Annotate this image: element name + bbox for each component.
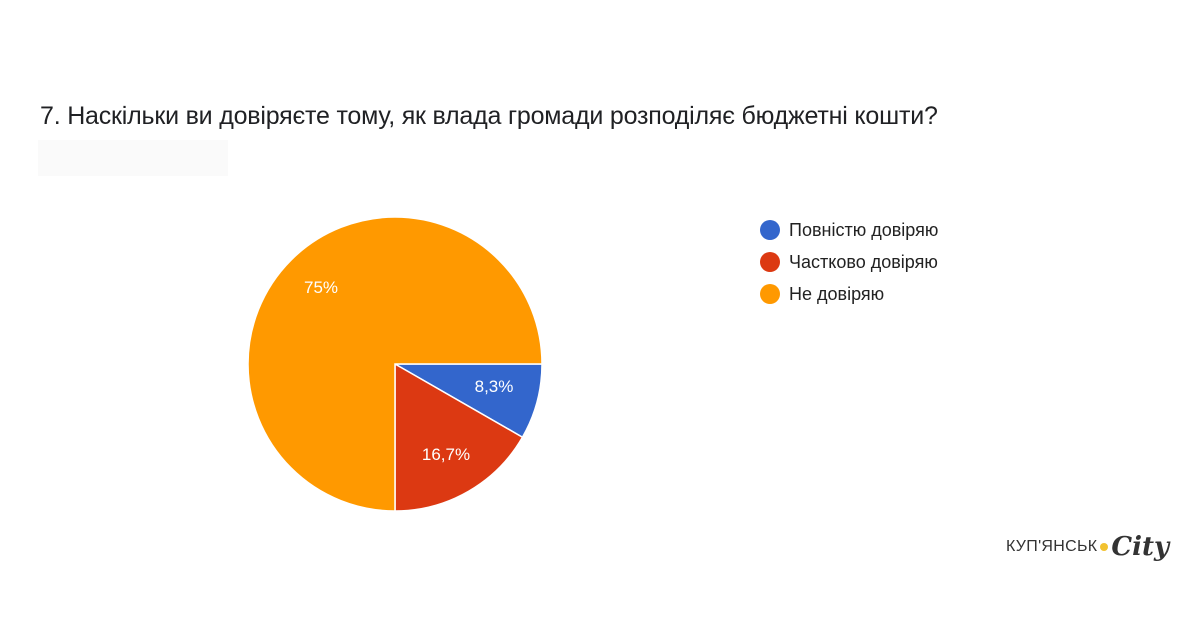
slice-label: 16,7% — [422, 445, 470, 464]
legend-item-partial-trust: Частково довіряю — [760, 246, 938, 278]
legend-item-full-trust: Повністю довіряю — [760, 214, 938, 246]
legend: Повністю довіряю Частково довіряю Не дов… — [760, 214, 938, 310]
legend-dot-icon — [760, 252, 780, 272]
legend-dot-icon — [760, 284, 780, 304]
logo-city: City — [1111, 532, 1170, 562]
title-underlay — [38, 140, 228, 176]
legend-label: Частково довіряю — [789, 251, 938, 272]
legend-label: Не довіряю — [789, 283, 885, 304]
pie-slice — [394, 362, 524, 512]
logo-text: КУП'ЯНСЬК — [1006, 538, 1098, 555]
slice-label: 8,3% — [475, 377, 514, 396]
chart-title: 7. Наскільки ви довіряєте тому, як влада… — [40, 102, 938, 130]
legend-label: Повністю довіряю — [789, 219, 939, 240]
legend-item-no-trust: Не довіряю — [760, 278, 938, 310]
brand-logo: КУП'ЯНСЬК City — [1006, 532, 1169, 562]
legend-dot-icon — [760, 220, 780, 240]
slice-label: 75% — [304, 278, 338, 297]
pie-slice — [247, 216, 543, 512]
logo-dot-icon — [1100, 543, 1109, 551]
